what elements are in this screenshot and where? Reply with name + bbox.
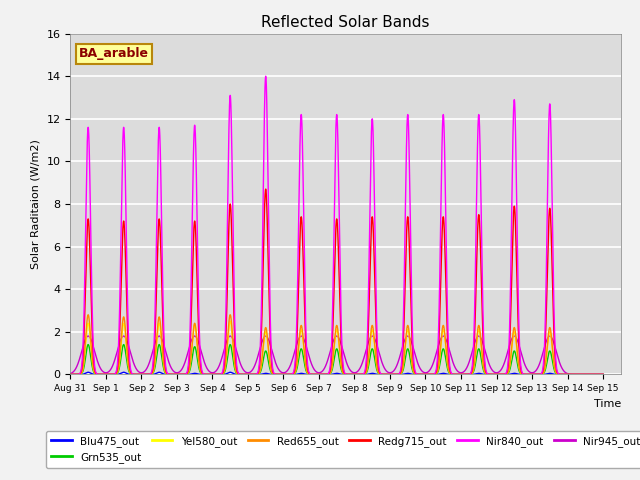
Yel580_out <box>180 372 188 377</box>
Grn535_out <box>599 372 607 377</box>
Yel580_out <box>410 370 418 375</box>
Yel580_out <box>227 318 234 324</box>
Nir945_out <box>597 372 605 377</box>
Grn535_out <box>410 371 418 376</box>
Nir945_out <box>180 361 188 367</box>
Line: Red655_out: Red655_out <box>70 315 603 374</box>
Grn535_out <box>180 372 188 377</box>
Grn535_out <box>486 372 493 377</box>
Nir840_out <box>599 372 607 377</box>
Nir945_out <box>175 370 182 375</box>
Line: Nir840_out: Nir840_out <box>70 76 603 374</box>
X-axis label: Time: Time <box>593 399 621 408</box>
Blu475_out <box>599 372 607 377</box>
Yel580_out <box>67 372 74 377</box>
Line: Redg715_out: Redg715_out <box>70 189 603 374</box>
Red655_out <box>84 312 92 318</box>
Nir945_out <box>410 348 418 354</box>
Redg715_out <box>597 372 605 377</box>
Redg715_out <box>175 372 182 377</box>
Blu475_out <box>175 372 182 377</box>
Blu475_out <box>410 372 418 377</box>
Nir840_out <box>175 372 182 377</box>
Yel580_out <box>599 372 607 377</box>
Grn535_out <box>67 372 74 377</box>
Red655_out <box>410 370 418 375</box>
Yel580_out <box>266 361 274 367</box>
Red655_out <box>597 372 605 377</box>
Redg715_out <box>262 186 269 192</box>
Nir945_out <box>84 333 92 339</box>
Redg715_out <box>266 325 274 331</box>
Nir945_out <box>67 371 74 376</box>
Blu475_out <box>180 372 188 377</box>
Blu475_out <box>486 372 493 377</box>
Red655_out <box>599 372 607 377</box>
Yel580_out <box>486 372 493 377</box>
Blu475_out <box>84 370 92 375</box>
Blu475_out <box>597 372 605 377</box>
Nir945_out <box>599 372 607 377</box>
Line: Yel580_out: Yel580_out <box>70 321 603 374</box>
Nir945_out <box>266 340 274 346</box>
Line: Grn535_out: Grn535_out <box>70 345 603 374</box>
Line: Blu475_out: Blu475_out <box>70 372 603 374</box>
Nir945_out <box>486 363 493 369</box>
Nir840_out <box>266 297 274 303</box>
Blu475_out <box>67 372 74 377</box>
Red655_out <box>175 372 182 377</box>
Nir840_out <box>486 372 493 377</box>
Y-axis label: Solar Raditaion (W/m2): Solar Raditaion (W/m2) <box>31 139 41 269</box>
Grn535_out <box>266 366 274 372</box>
Redg715_out <box>599 372 607 377</box>
Nir840_out <box>410 362 418 368</box>
Red655_out <box>266 360 274 366</box>
Legend: Blu475_out, Grn535_out, Yel580_out, Red655_out, Redg715_out, Nir840_out, Nir945_: Blu475_out, Grn535_out, Yel580_out, Red6… <box>45 431 640 468</box>
Title: Reflected Solar Bands: Reflected Solar Bands <box>261 15 430 30</box>
Red655_out <box>486 372 493 377</box>
Yel580_out <box>597 372 605 377</box>
Red655_out <box>180 372 188 377</box>
Text: BA_arable: BA_arable <box>79 48 148 60</box>
Nir840_out <box>67 372 74 377</box>
Grn535_out <box>84 342 92 348</box>
Nir840_out <box>180 372 188 377</box>
Redg715_out <box>67 372 74 377</box>
Redg715_out <box>486 372 493 377</box>
Grn535_out <box>175 372 182 377</box>
Redg715_out <box>410 366 418 372</box>
Yel580_out <box>175 372 182 377</box>
Red655_out <box>67 372 74 377</box>
Blu475_out <box>266 371 274 377</box>
Grn535_out <box>597 372 605 377</box>
Nir840_out <box>597 372 605 377</box>
Nir840_out <box>262 73 269 79</box>
Redg715_out <box>180 372 188 377</box>
Line: Nir945_out: Nir945_out <box>70 336 603 374</box>
